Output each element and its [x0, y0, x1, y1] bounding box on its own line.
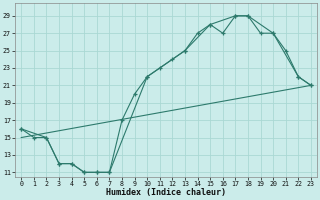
- X-axis label: Humidex (Indice chaleur): Humidex (Indice chaleur): [106, 188, 226, 197]
